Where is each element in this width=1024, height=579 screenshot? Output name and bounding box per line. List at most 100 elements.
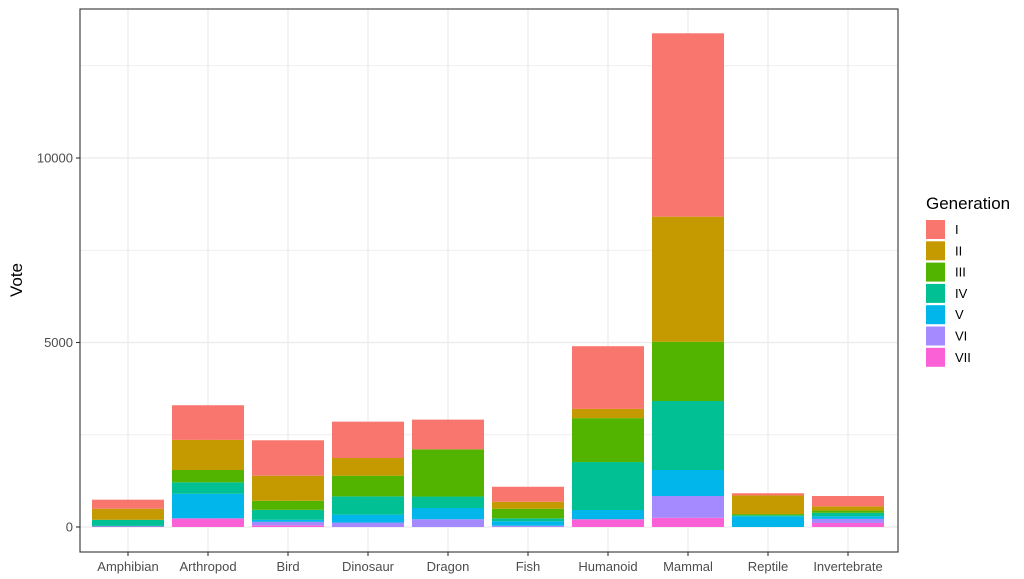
y-tick-label: 5000 bbox=[44, 335, 73, 350]
bar-segment-iv bbox=[732, 515, 804, 517]
legend-item-vi: VI bbox=[926, 326, 967, 346]
bar-segment-iv bbox=[652, 400, 724, 470]
x-tick-label: Arthropod bbox=[179, 559, 236, 574]
bar-segment-v bbox=[332, 514, 404, 523]
bar-segment-v bbox=[732, 516, 804, 527]
x-tick-label: Mammal bbox=[663, 559, 713, 574]
bar-segment-vii bbox=[812, 522, 884, 527]
legend-title: Generation bbox=[926, 194, 1010, 213]
legend-label: V bbox=[955, 307, 964, 322]
bar-segment-i bbox=[572, 346, 644, 409]
bar-segment-iv bbox=[492, 518, 564, 522]
bar-segment-i bbox=[172, 405, 244, 440]
x-tick-label: Amphibian bbox=[97, 559, 158, 574]
bar-segment-v bbox=[92, 525, 164, 527]
legend-swatch bbox=[926, 220, 945, 239]
bar-amphibian bbox=[92, 499, 164, 527]
bar-bird bbox=[252, 440, 324, 527]
bar-reptile bbox=[732, 493, 804, 527]
y-tick-label: 0 bbox=[66, 520, 73, 535]
bar-segment-iii bbox=[412, 449, 484, 497]
plot-panel-border bbox=[79, 8, 899, 553]
bar-segment-vii bbox=[92, 526, 164, 527]
x-tick-label: Reptile bbox=[748, 559, 788, 574]
bar-segment-v bbox=[492, 521, 564, 526]
x-tick-label: Invertebrate bbox=[813, 559, 882, 574]
bar-segment-i bbox=[412, 419, 484, 450]
bar-segment-vii bbox=[252, 525, 324, 527]
bar-segment-iv bbox=[812, 512, 884, 517]
bar-segment-vi bbox=[332, 522, 404, 527]
bar-segment-iv bbox=[412, 496, 484, 508]
legend-label: VII bbox=[955, 350, 971, 365]
bar-humanoid bbox=[572, 346, 644, 527]
bar-segment-iii bbox=[172, 469, 244, 483]
bar-segment-ii bbox=[252, 475, 324, 501]
bar-segment-vii bbox=[172, 518, 244, 527]
bar-dragon bbox=[412, 419, 484, 527]
bar-segment-i bbox=[732, 493, 804, 496]
legend-item-vii: VII bbox=[926, 347, 971, 367]
bar-segment-iii bbox=[812, 510, 884, 513]
bar-segment-vii bbox=[652, 517, 724, 527]
bar-segment-i bbox=[252, 440, 324, 476]
bar-segment-i bbox=[92, 499, 164, 509]
bar-segment-iv bbox=[332, 496, 404, 515]
y-axis: 0 5000 10000 bbox=[37, 151, 80, 535]
legend-label: I bbox=[955, 222, 959, 237]
bar-segment-vi bbox=[652, 496, 724, 518]
bar-segment-v bbox=[652, 469, 724, 497]
bar-segment-v bbox=[252, 519, 324, 522]
bar-invertebrate bbox=[812, 496, 884, 527]
legend-label: VI bbox=[955, 329, 967, 344]
bar-segment-iv bbox=[92, 519, 164, 526]
bar-segment-iii bbox=[572, 418, 644, 463]
x-axis: Amphibian Arthropod Bird Dinosaur Dragon Fish… bbox=[97, 552, 883, 574]
legend-swatch bbox=[926, 326, 945, 346]
bar-segment-iv bbox=[172, 482, 244, 494]
bar-segment-iii bbox=[492, 508, 564, 519]
bar-segment-ii bbox=[572, 408, 644, 419]
bar-segment-ii bbox=[332, 457, 404, 476]
bar-segment-ii bbox=[492, 501, 564, 509]
legend-label: III bbox=[955, 265, 966, 280]
y-tick-label: 10000 bbox=[37, 151, 73, 166]
bars bbox=[92, 33, 884, 527]
bar-segment-ii bbox=[812, 506, 884, 511]
bar-segment-v bbox=[812, 516, 884, 519]
x-tick-label: Humanoid bbox=[578, 559, 637, 574]
bar-segment-iii bbox=[332, 475, 404, 497]
bar-segment-i bbox=[492, 486, 564, 502]
legend-label: II bbox=[955, 243, 962, 258]
legend-swatch bbox=[926, 347, 945, 367]
bar-segment-iv bbox=[572, 462, 644, 511]
bar-segment-iv bbox=[252, 509, 324, 520]
legend-item-i: I bbox=[926, 220, 959, 239]
bar-segment-v bbox=[172, 493, 244, 519]
legend-item-ii: II bbox=[926, 241, 962, 261]
bar-dinosaur bbox=[332, 421, 404, 527]
bar-segment-ii bbox=[92, 508, 164, 520]
legend-item-v: V bbox=[926, 305, 964, 325]
bar-mammal bbox=[652, 33, 724, 527]
y-axis-title: Vote bbox=[7, 263, 26, 297]
bar-segment-vi bbox=[412, 519, 484, 527]
legend-swatch bbox=[926, 241, 945, 261]
bar-segment-vi bbox=[492, 525, 564, 527]
bar-segment-v bbox=[412, 507, 484, 520]
bar-segment-vi bbox=[252, 521, 324, 526]
bar-segment-ii bbox=[652, 216, 724, 342]
legend-swatch bbox=[926, 305, 945, 325]
bar-segment-v bbox=[572, 510, 644, 520]
bar-fish bbox=[492, 486, 564, 527]
x-tick-label: Dragon bbox=[427, 559, 470, 574]
bar-segment-vii bbox=[572, 519, 644, 527]
bar-arthropod bbox=[172, 405, 244, 527]
legend-swatch bbox=[926, 283, 945, 303]
bar-segment-iii bbox=[732, 514, 804, 516]
legend-item-iv: IV bbox=[926, 283, 968, 303]
bar-segment-ii bbox=[732, 495, 804, 515]
bar-segment-i bbox=[652, 33, 724, 217]
